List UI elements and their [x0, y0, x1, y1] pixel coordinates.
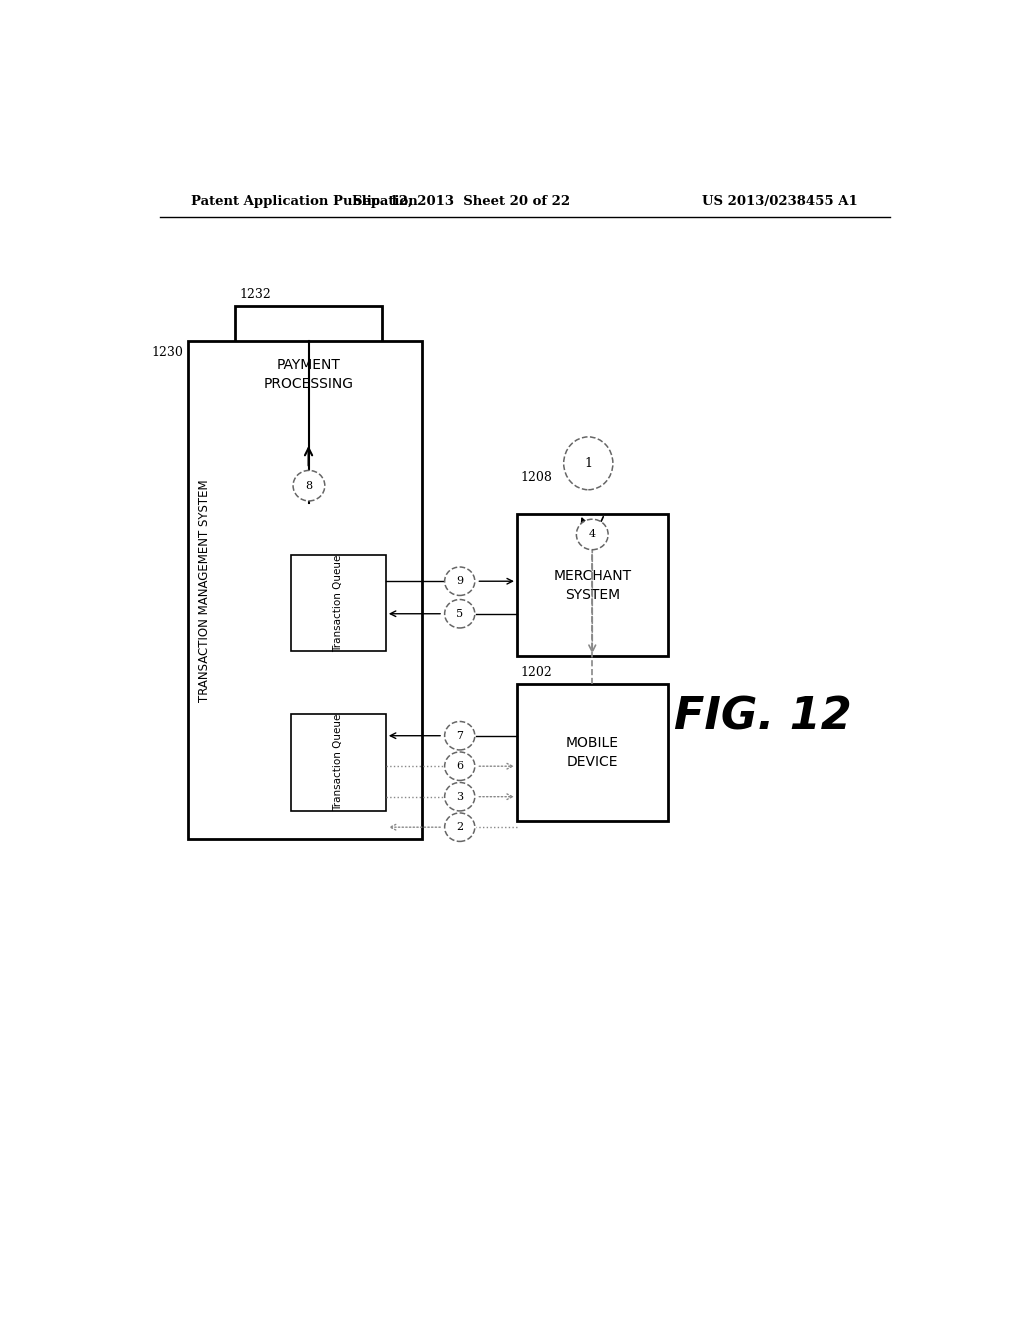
Text: FIG. 12: FIG. 12 [674, 696, 852, 739]
Text: 1: 1 [585, 457, 592, 470]
Text: 1208: 1208 [521, 471, 553, 483]
Text: MERCHANT
SYSTEM: MERCHANT SYSTEM [553, 569, 632, 602]
Bar [187, 342, 422, 840]
Text: 6: 6 [456, 762, 463, 771]
Text: PAYMENT
PROCESSING: PAYMENT PROCESSING [263, 358, 353, 391]
Text: 4: 4 [589, 529, 596, 540]
Ellipse shape [293, 470, 325, 500]
Ellipse shape [444, 568, 475, 595]
Bar [517, 515, 668, 656]
Text: 1202: 1202 [521, 665, 553, 678]
Text: 7: 7 [457, 731, 463, 741]
Text: 9: 9 [456, 577, 463, 586]
Text: 2: 2 [456, 822, 463, 832]
Ellipse shape [444, 599, 475, 628]
Ellipse shape [444, 752, 475, 780]
Ellipse shape [444, 783, 475, 810]
Text: 5: 5 [456, 609, 463, 619]
Ellipse shape [563, 437, 613, 490]
Text: 1232: 1232 [240, 288, 271, 301]
Text: Transaction Queue: Transaction Queue [333, 714, 343, 812]
Text: 8: 8 [305, 480, 312, 491]
Text: 3: 3 [456, 792, 463, 801]
Text: MOBILE
DEVICE: MOBILE DEVICE [565, 735, 618, 770]
Ellipse shape [577, 519, 608, 549]
Bar [291, 554, 386, 651]
Ellipse shape [444, 813, 475, 841]
Ellipse shape [444, 722, 475, 750]
Text: Patent Application Publication: Patent Application Publication [191, 194, 418, 207]
Bar [291, 714, 386, 810]
Text: US 2013/0238455 A1: US 2013/0238455 A1 [702, 194, 858, 207]
Text: Sep. 12, 2013  Sheet 20 of 22: Sep. 12, 2013 Sheet 20 of 22 [352, 194, 570, 207]
Text: TRANSACTION MANAGEMENT SYSTEM: TRANSACTION MANAGEMENT SYSTEM [199, 479, 212, 702]
Bar [236, 306, 382, 444]
Bar [517, 684, 668, 821]
Text: 1230: 1230 [152, 346, 183, 359]
Text: Transaction Queue: Transaction Queue [333, 554, 343, 652]
